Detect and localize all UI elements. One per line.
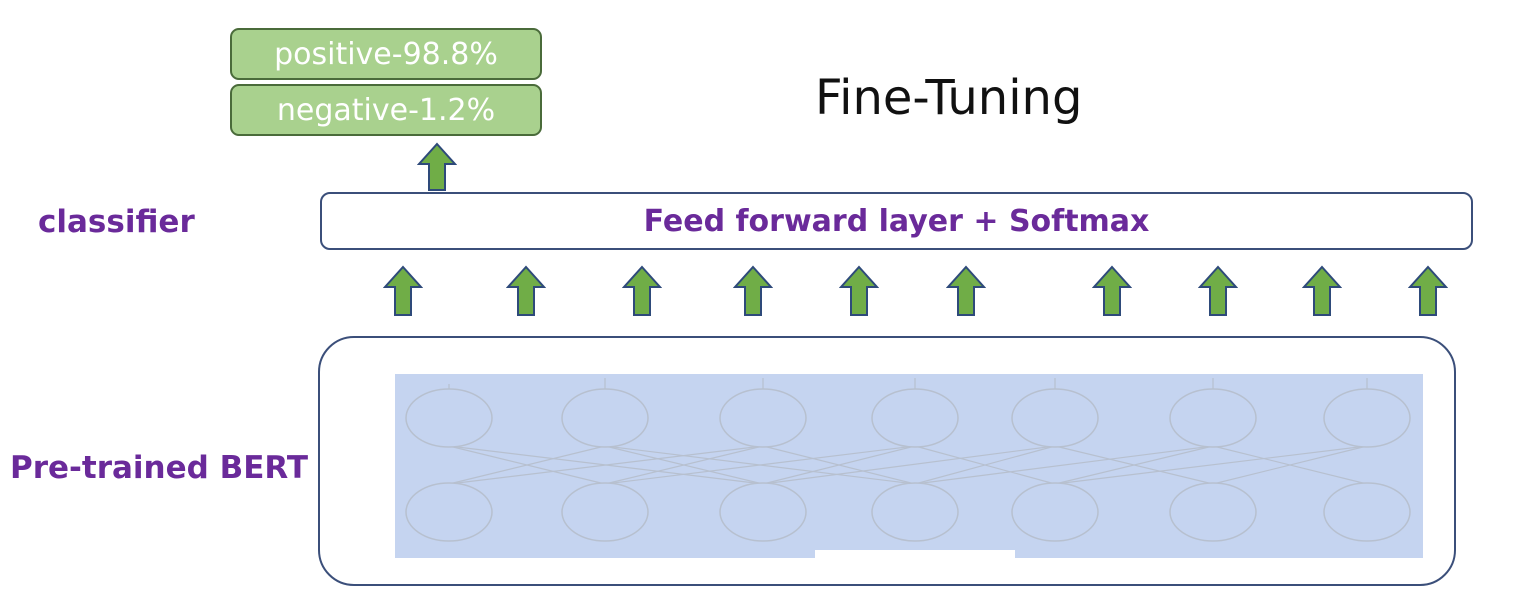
network-node xyxy=(1169,482,1257,542)
up-arrow-icon xyxy=(383,265,423,316)
up-arrow-icon xyxy=(1092,265,1132,316)
up-arrow-icon xyxy=(733,265,773,316)
network-node xyxy=(1323,388,1411,448)
network-nodes xyxy=(405,388,1411,542)
output-negative-label: negative-1.2% xyxy=(276,92,496,128)
output-negative: negative-1.2% xyxy=(230,84,542,136)
up-arrow-icon xyxy=(946,265,986,316)
bert-network xyxy=(395,374,1423,558)
network-connections xyxy=(448,378,1368,485)
network-node xyxy=(561,388,649,448)
bert-label: Pre-trained BERT xyxy=(10,450,309,486)
output-positive-label: positive-98.8% xyxy=(274,36,498,72)
up-arrow-icon xyxy=(506,265,546,316)
network-node xyxy=(719,388,807,448)
network-node xyxy=(1323,482,1411,542)
up-arrow-icon xyxy=(622,265,662,316)
network-node xyxy=(1169,388,1257,448)
diagram-title: Fine-Tuning xyxy=(815,70,1083,126)
output-arrow-icon xyxy=(417,142,457,191)
network-node xyxy=(405,482,493,542)
network-node xyxy=(1011,388,1099,448)
up-arrow-icon xyxy=(1408,265,1448,316)
network-node xyxy=(871,482,959,542)
up-arrow-icon xyxy=(839,265,879,316)
classifier-box-label: Feed forward layer + Softmax xyxy=(643,203,1150,239)
network-node xyxy=(719,482,807,542)
up-arrow-icon xyxy=(1198,265,1238,316)
network-node xyxy=(871,388,959,448)
up-arrow-icon xyxy=(1302,265,1342,316)
network-node xyxy=(561,482,649,542)
classifier-box: Feed forward layer + Softmax xyxy=(320,192,1473,250)
network-node xyxy=(405,388,493,448)
output-positive: positive-98.8% xyxy=(230,28,542,80)
network-gap xyxy=(815,550,1015,558)
network-node xyxy=(1011,482,1099,542)
classifier-label: classifier xyxy=(38,204,195,240)
